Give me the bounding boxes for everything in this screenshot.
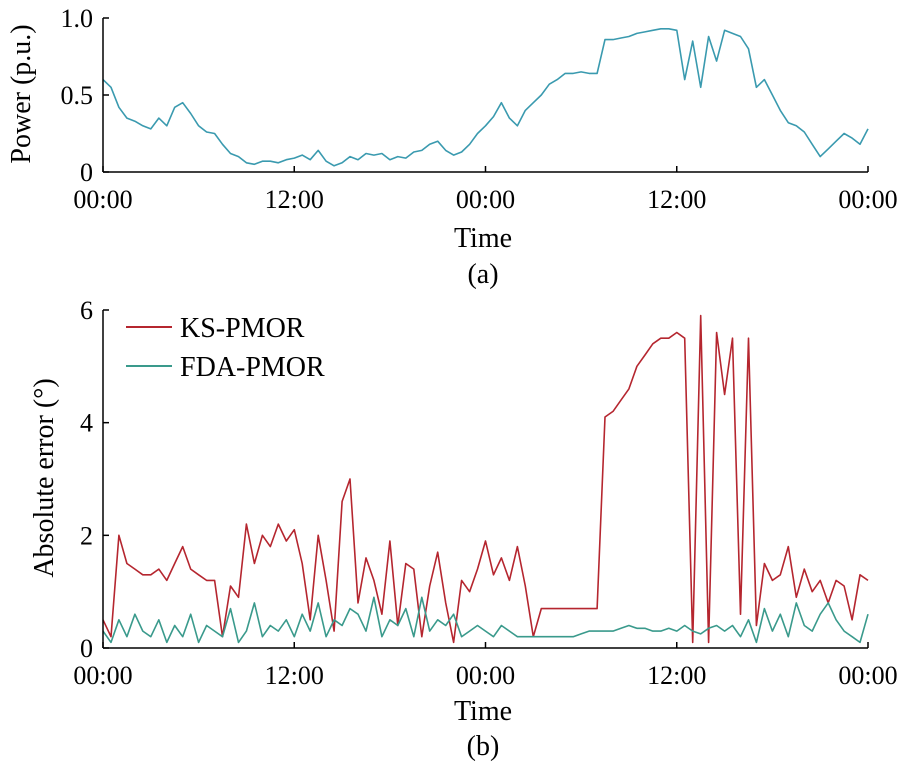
error-series-lines — [102, 314, 869, 644]
y-tick-label-b: 0 — [80, 634, 93, 663]
series-line-b-ks-pmor — [102, 314, 869, 644]
x-tick-label-b: 00:00 — [73, 661, 132, 690]
x-tick-label-b: 12:00 — [647, 661, 706, 690]
series-line-a-0 — [102, 27, 869, 167]
legend: KS-PMOR FDA-PMOR — [126, 313, 325, 383]
x-tick-label-a: 12:00 — [647, 185, 706, 214]
panel-a-label: (a) — [467, 259, 498, 290]
legend-label-fda-pmor: FDA-PMOR — [180, 352, 325, 383]
series-line-b-fda-pmor — [102, 596, 869, 644]
panel-a-ylabel: Power (p.u.) — [6, 24, 37, 163]
y-tick-label-a: 0.5 — [61, 81, 94, 110]
y-tick-label-b: 2 — [80, 521, 93, 550]
panel-b-axes: 0 2 4 6 00:00 12:00 00:00 12:00 00:00 — [73, 296, 897, 690]
x-tick-label-b: 12:00 — [265, 661, 324, 690]
x-tick-label-b: 00:00 — [456, 661, 515, 690]
panel-a-xlabel: Time — [454, 223, 512, 254]
chart-panel-b: 0 2 4 6 00:00 12:00 00:00 12:00 00:00 Time (b) A… — [29, 296, 898, 762]
panel-a-axes: 0 0.5 1.0 00:00 12:00 00:00 12:00 00:00 — [61, 4, 898, 214]
y-tick-label-b: 4 — [80, 409, 93, 438]
y-tick-label-a: 1.0 — [61, 4, 94, 33]
x-tick-label-b: 00:00 — [838, 661, 897, 690]
panel-b-ylabel: Absolute error (°) — [29, 378, 60, 577]
panel-b-label: (b) — [467, 731, 500, 762]
x-tick-label-a: 00:00 — [456, 185, 515, 214]
y-tick-label-a: 0 — [80, 158, 93, 187]
power-series-lines — [102, 27, 869, 167]
x-tick-label-a: 00:00 — [73, 185, 132, 214]
chart-panel-a: 0 0.5 1.0 00:00 12:00 00:00 12:00 00:00 Time (a… — [6, 4, 898, 290]
x-tick-label-a: 00:00 — [838, 185, 897, 214]
x-tick-label-a: 12:00 — [265, 185, 324, 214]
y-tick-label-b: 6 — [80, 296, 93, 325]
panel-b-xlabel: Time — [454, 696, 512, 727]
legend-label-ks-pmor: KS-PMOR — [180, 313, 305, 344]
